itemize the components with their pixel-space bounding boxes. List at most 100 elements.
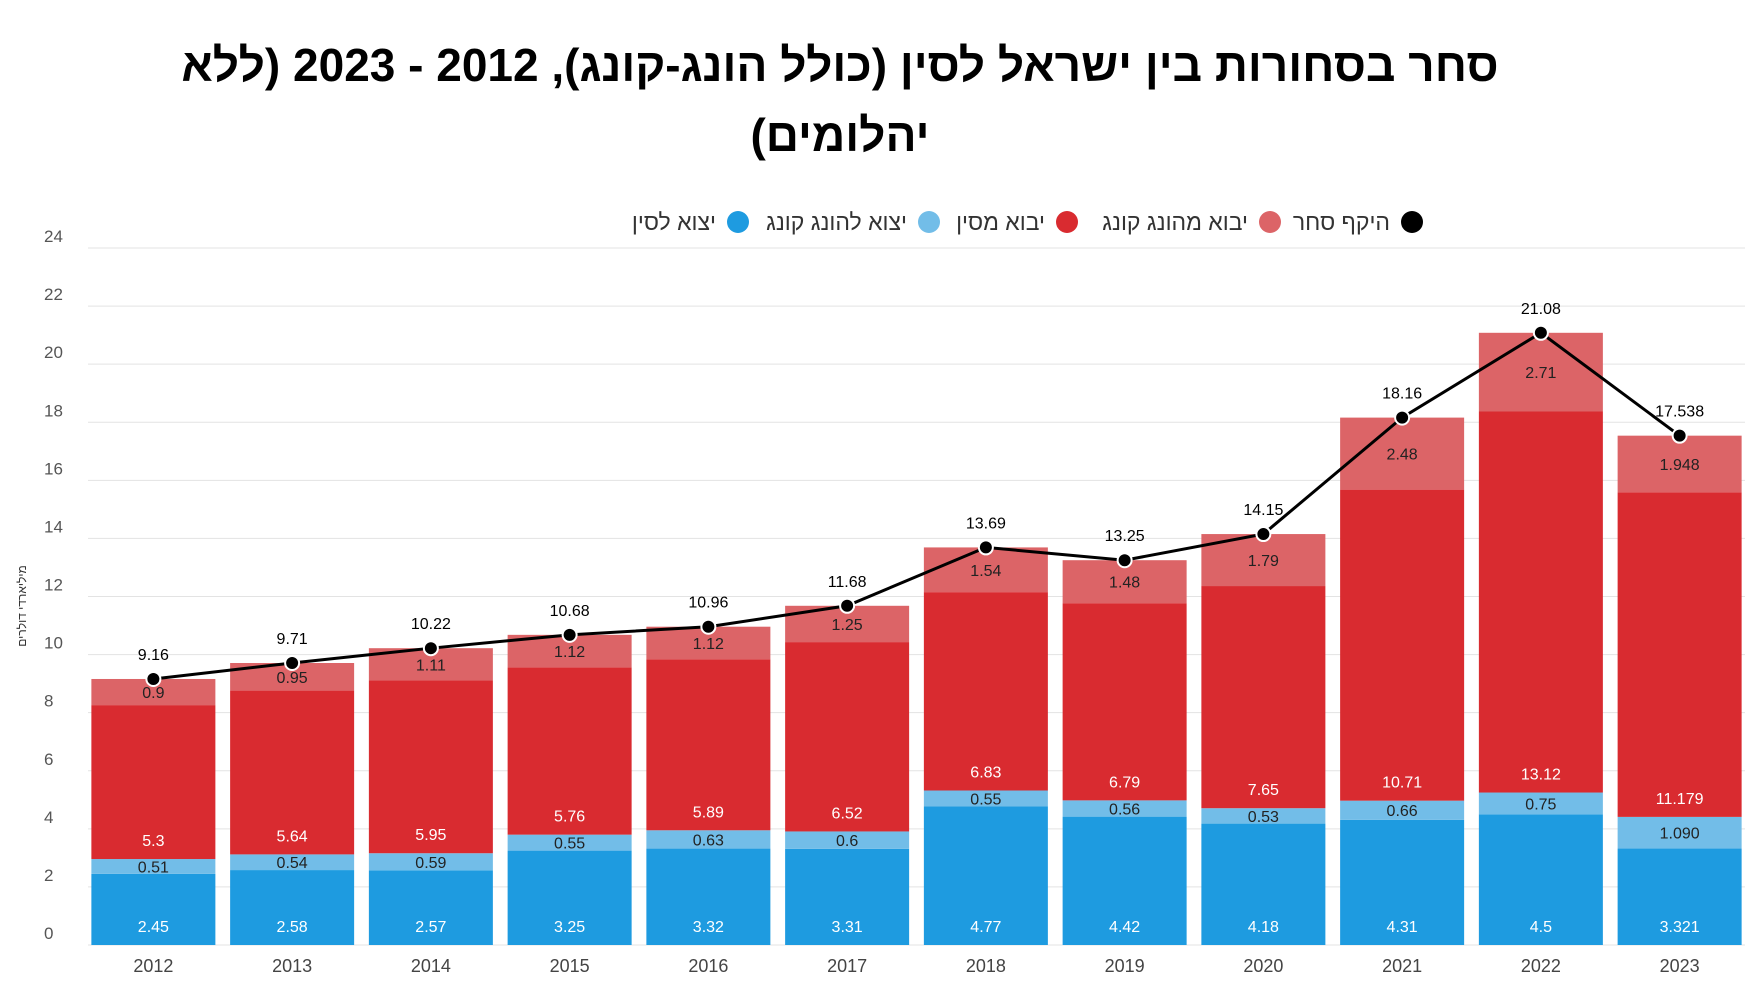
total-label: 10.96	[688, 595, 728, 612]
legend-label: היקף סחר	[1293, 209, 1390, 235]
total-point	[977, 539, 994, 556]
y-axis-label: מיליארדי דולרים	[15, 565, 29, 646]
data-label: 1.25	[832, 617, 863, 634]
total-label: 9.16	[138, 647, 169, 664]
data-label: 0.66	[1387, 803, 1418, 820]
total-point	[700, 618, 717, 635]
data-label: 1.12	[693, 636, 724, 653]
bar-segment	[91, 859, 216, 874]
y-tick-label: 12	[44, 576, 63, 595]
bar-segment	[91, 873, 216, 945]
data-label: 1.12	[554, 644, 585, 661]
total-point	[422, 640, 439, 657]
total-point	[1671, 427, 1688, 444]
y-tick-label: 8	[44, 692, 53, 711]
data-label: 4.18	[1248, 919, 1279, 936]
data-label: 1.11	[416, 657, 446, 674]
total-label: 21.08	[1521, 301, 1561, 318]
legend-label: יבוא מהונג קונג	[1102, 209, 1248, 235]
bar-segment	[923, 592, 1048, 791]
legend-marker	[918, 211, 940, 233]
data-label: 1.090	[1660, 826, 1700, 843]
bar-segment	[1201, 586, 1326, 809]
bar-segment	[1062, 800, 1187, 817]
bar-segment	[1201, 808, 1326, 824]
data-label: 0.6	[836, 833, 858, 850]
x-tick-label: 2013	[272, 956, 312, 976]
data-label: 3.321	[1660, 919, 1700, 936]
data-label: 4.5	[1530, 919, 1552, 936]
bar-segment	[1062, 603, 1187, 801]
data-label: 5.64	[277, 828, 308, 845]
data-label: 1.948	[1660, 457, 1700, 474]
data-label: 6.83	[970, 764, 1001, 781]
total-label: 14.15	[1243, 502, 1283, 519]
data-label: 0.95	[277, 670, 308, 687]
bar-segment	[646, 830, 771, 849]
x-tick-label: 2015	[550, 956, 590, 976]
bar-segment	[1617, 816, 1742, 849]
data-label: 0.63	[693, 832, 724, 849]
y-tick-label: 18	[44, 401, 63, 420]
total-point	[284, 655, 301, 672]
bar-segment	[507, 850, 632, 945]
bar-segment	[785, 642, 910, 832]
data-label: 0.51	[138, 859, 169, 876]
x-tick-label: 2016	[688, 956, 728, 976]
total-label: 10.68	[550, 603, 590, 620]
bar-segment	[230, 854, 355, 871]
bar-segment	[230, 690, 355, 855]
data-label: 0.53	[1248, 809, 1279, 826]
legend-label: יצוא להונג קונג	[766, 209, 907, 235]
bar-segment	[507, 667, 632, 835]
total-point	[1255, 526, 1272, 543]
legend: היקף סחר יבוא מהונג קונג יבוא מסין יצוא להו…	[632, 209, 1423, 235]
bar-segment	[646, 848, 771, 945]
x-tick-label: 2018	[966, 956, 1006, 976]
total-label: 18.16	[1382, 386, 1422, 403]
y-tick-label: 2	[44, 866, 53, 885]
total-line-layer: 9.16 9.71 10.22 10.68 10.96 11.68 13.69 13.25 14…	[138, 301, 1704, 687]
data-label: 0.9	[142, 685, 164, 702]
bar-segment	[923, 806, 1048, 945]
bar-segment	[368, 680, 493, 854]
x-tick-label: 2014	[411, 956, 451, 976]
bar-segment	[785, 848, 910, 945]
data-label: 0.54	[277, 855, 308, 872]
bar-segment	[368, 870, 493, 945]
total-point	[145, 670, 162, 687]
y-tick-label: 4	[44, 808, 53, 827]
bar-segment	[1340, 489, 1465, 801]
bar-segment	[923, 790, 1048, 807]
y-tick-label: 14	[44, 517, 63, 536]
bar-segment	[646, 659, 771, 831]
bar-segment	[1478, 814, 1603, 945]
data-label: 3.31	[832, 919, 863, 936]
legend-label: יצוא לסין	[632, 209, 716, 235]
x-tick-label: 2023	[1660, 956, 1700, 976]
data-label: 5.95	[415, 827, 446, 844]
legend-marker	[727, 211, 749, 233]
legend-marker	[1259, 211, 1281, 233]
data-label: 13.12	[1521, 767, 1561, 784]
y-tick-label: 24	[44, 227, 63, 246]
y-tick-label: 20	[44, 343, 63, 362]
data-label: 4.31	[1387, 919, 1418, 936]
data-label: 0.55	[554, 836, 585, 853]
data-label: 4.77	[970, 919, 1001, 936]
data-label: 3.25	[554, 919, 585, 936]
bar-layer	[91, 332, 1742, 945]
bar-segment	[1617, 848, 1742, 945]
data-label: 1.54	[970, 563, 1001, 580]
data-label: 5.3	[142, 833, 164, 850]
total-point	[1532, 324, 1549, 341]
y-tick-label: 16	[44, 459, 63, 478]
data-label: 2.48	[1387, 447, 1418, 464]
data-label: 5.76	[554, 809, 585, 826]
bar-segment	[1340, 819, 1465, 945]
data-label: 7.65	[1248, 782, 1279, 799]
bar-segment	[1478, 411, 1603, 793]
